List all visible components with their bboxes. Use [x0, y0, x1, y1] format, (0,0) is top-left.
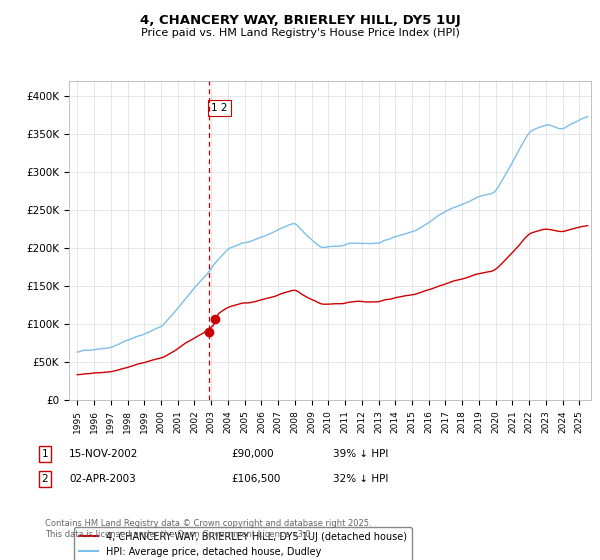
- Text: 1: 1: [41, 449, 49, 459]
- Text: 2: 2: [41, 474, 49, 484]
- Text: 1 2: 1 2: [211, 103, 227, 113]
- Text: Contains HM Land Registry data © Crown copyright and database right 2025.
This d: Contains HM Land Registry data © Crown c…: [45, 520, 371, 539]
- Text: 15-NOV-2002: 15-NOV-2002: [69, 449, 139, 459]
- Text: 32% ↓ HPI: 32% ↓ HPI: [333, 474, 388, 484]
- Text: Price paid vs. HM Land Registry's House Price Index (HPI): Price paid vs. HM Land Registry's House …: [140, 28, 460, 38]
- Text: £90,000: £90,000: [231, 449, 274, 459]
- Text: £106,500: £106,500: [231, 474, 280, 484]
- Legend: 4, CHANCERY WAY, BRIERLEY HILL, DY5 1UJ (detached house), HPI: Average price, de: 4, CHANCERY WAY, BRIERLEY HILL, DY5 1UJ …: [74, 527, 412, 560]
- Text: 4, CHANCERY WAY, BRIERLEY HILL, DY5 1UJ: 4, CHANCERY WAY, BRIERLEY HILL, DY5 1UJ: [140, 14, 460, 27]
- Text: 02-APR-2003: 02-APR-2003: [69, 474, 136, 484]
- Text: 39% ↓ HPI: 39% ↓ HPI: [333, 449, 388, 459]
